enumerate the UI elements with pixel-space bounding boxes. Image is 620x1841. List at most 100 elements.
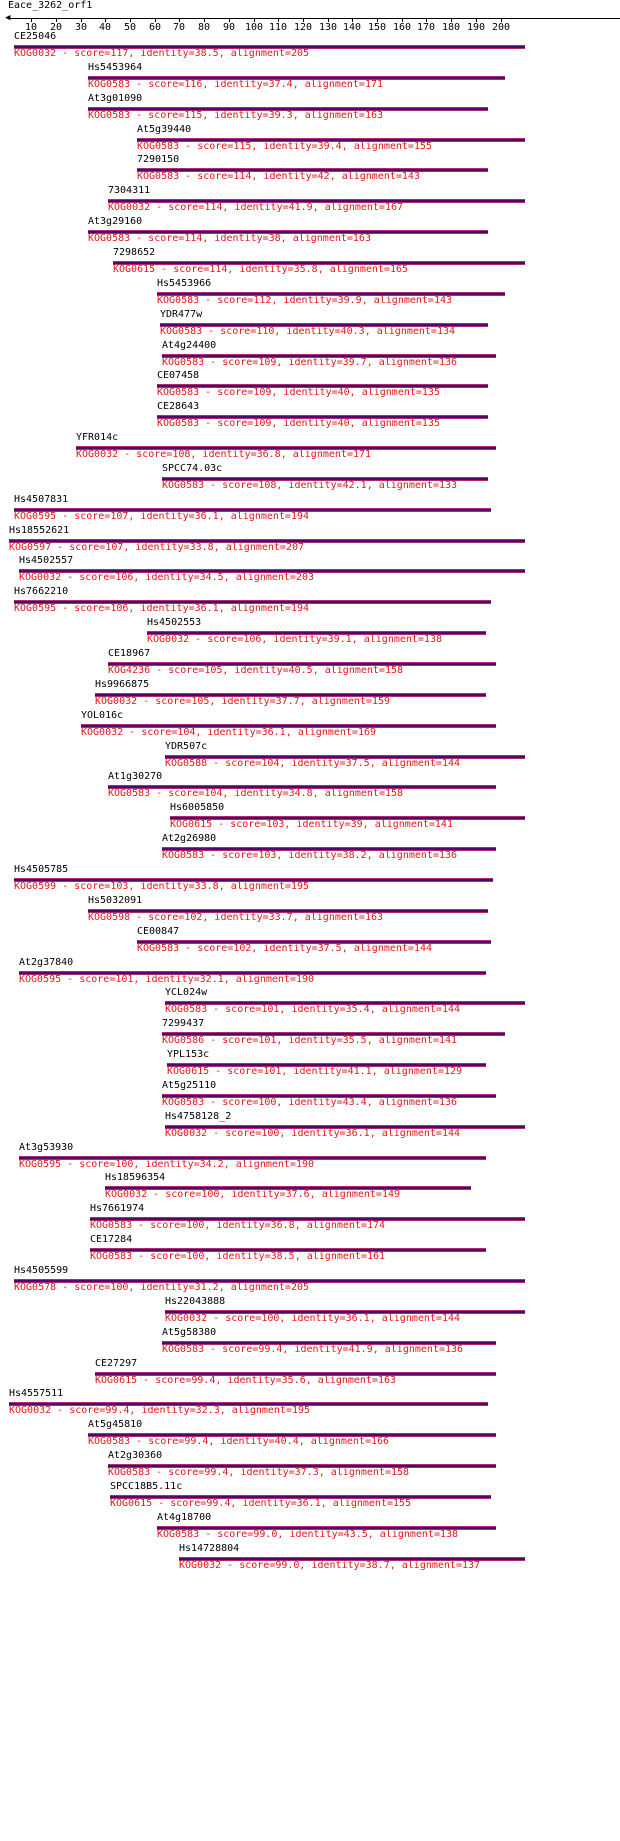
hit-name[interactable]: Hs9966875 — [95, 679, 150, 690]
hit-alignment-bar[interactable] — [76, 446, 496, 450]
hit-name[interactable]: Hs4502557 — [19, 555, 74, 566]
hit-alignment-bar[interactable] — [110, 1495, 491, 1499]
hit-description[interactable]: KOG0598 - score=102, identity=33.7, alig… — [88, 912, 384, 923]
hit-name[interactable]: At4g18700 — [157, 1512, 212, 1523]
hit-alignment-bar[interactable] — [95, 693, 486, 697]
hit-description[interactable]: KOG0032 - score=114, identity=41.9, alig… — [108, 202, 404, 213]
hit-name[interactable]: Hs5453964 — [88, 62, 143, 73]
hit-description[interactable]: KOG0595 - score=106, identity=36.1, alig… — [14, 603, 310, 614]
hit-description[interactable]: KOG0032 - score=108, identity=36.8, alig… — [76, 449, 372, 460]
hit-alignment-bar[interactable] — [157, 292, 505, 296]
hit-alignment-bar[interactable] — [137, 940, 491, 944]
hit-alignment-bar[interactable] — [157, 384, 488, 388]
hit-description[interactable]: KOG0583 - score=108, identity=42.1, alig… — [162, 480, 458, 491]
hit-description[interactable]: KOG0583 - score=100, identity=43.4, alig… — [162, 1097, 458, 1108]
hit-alignment-bar[interactable] — [162, 354, 496, 358]
hit-alignment-bar[interactable] — [14, 878, 493, 882]
hit-description[interactable]: KOG0032 - score=99.4, identity=32.3, ali… — [9, 1405, 311, 1416]
hit-description[interactable]: KOG0032 - score=117, identity=38.5, alig… — [14, 48, 310, 59]
hit-name[interactable]: CE18967 — [108, 648, 151, 659]
hit-name[interactable]: Hs4758128_2 — [165, 1111, 232, 1122]
hit-alignment-bar[interactable] — [81, 724, 496, 728]
hit-name[interactable]: At5g58380 — [162, 1327, 217, 1338]
hit-name[interactable]: Hs5453966 — [157, 278, 212, 289]
hit-name[interactable]: 7304311 — [108, 185, 151, 196]
hit-description[interactable]: KOG0032 - score=100, identity=37.6, alig… — [105, 1189, 401, 1200]
hit-description[interactable]: KOG0032 - score=105, identity=37.7, alig… — [95, 696, 391, 707]
hit-description[interactable]: KOG0615 - score=103, identity=39, alignm… — [170, 819, 453, 830]
hit-description[interactable]: KOG0615 - score=114, identity=35.8, alig… — [113, 264, 409, 275]
hit-alignment-bar[interactable] — [179, 1557, 525, 1561]
hit-alignment-bar[interactable] — [162, 1094, 496, 1098]
hit-name[interactable]: YPL153c — [167, 1049, 210, 1060]
hit-description[interactable]: KOG0583 - score=99.4, identity=41.9, ali… — [162, 1344, 464, 1355]
hit-name[interactable]: SPCC18B5.11c — [110, 1481, 183, 1492]
hit-description[interactable]: KOG0032 - score=106, identity=34.5, alig… — [19, 572, 315, 583]
hit-description[interactable]: KOG0595 - score=101, identity=32.1, alig… — [19, 974, 315, 985]
hit-name[interactable]: 7299437 — [162, 1018, 205, 1029]
hit-alignment-bar[interactable] — [9, 1402, 488, 1406]
hit-description[interactable]: KOG0583 - score=100, identity=38.5, alig… — [90, 1251, 386, 1262]
hit-description[interactable]: KOG0583 - score=109, identity=39.7, alig… — [162, 357, 458, 368]
hit-description[interactable]: KOG0586 - score=101, identity=35.5, alig… — [162, 1035, 458, 1046]
hit-alignment-bar[interactable] — [157, 415, 488, 419]
hit-alignment-bar[interactable] — [19, 1156, 486, 1160]
hit-description[interactable]: KOG0583 - score=116, identity=37.4, alig… — [88, 79, 384, 90]
hit-name[interactable]: CE25046 — [14, 31, 57, 42]
hit-name[interactable]: At4g24400 — [162, 340, 217, 351]
hit-name[interactable]: CE28643 — [157, 401, 200, 412]
hit-description[interactable]: KOG0588 - score=104, identity=37.5, alig… — [165, 758, 461, 769]
hit-name[interactable]: Hs7662210 — [14, 586, 69, 597]
hit-name[interactable]: At5g39440 — [137, 124, 192, 135]
hit-alignment-bar[interactable] — [108, 785, 496, 789]
hit-description[interactable]: KOG0615 - score=99.4, identity=35.6, ali… — [95, 1375, 397, 1386]
hit-description[interactable]: KOG4236 - score=105, identity=40.5, alig… — [108, 665, 404, 676]
hit-alignment-bar[interactable] — [14, 508, 491, 512]
hit-alignment-bar[interactable] — [162, 1341, 496, 1345]
hit-description[interactable]: KOG0583 - score=104, identity=34.8, alig… — [108, 788, 404, 799]
hit-alignment-bar[interactable] — [19, 971, 486, 975]
hit-description[interactable]: KOG0583 - score=115, identity=39.4, alig… — [137, 141, 433, 152]
hit-alignment-bar[interactable] — [88, 76, 505, 80]
hit-alignment-bar[interactable] — [14, 1279, 525, 1283]
hit-alignment-bar[interactable] — [165, 1001, 525, 1005]
hit-alignment-bar[interactable] — [88, 909, 488, 913]
hit-alignment-bar[interactable] — [90, 1248, 486, 1252]
hit-description[interactable]: KOG0032 - score=106, identity=39.1, alig… — [147, 634, 443, 645]
hit-name[interactable]: At2g30360 — [108, 1450, 163, 1461]
hit-name[interactable]: Hs4502553 — [147, 617, 202, 628]
hit-name[interactable]: At3g53930 — [19, 1142, 74, 1153]
hit-name[interactable]: CE17284 — [90, 1234, 133, 1245]
hit-name[interactable]: Hs18596354 — [105, 1172, 166, 1183]
hit-alignment-bar[interactable] — [162, 847, 496, 851]
hit-alignment-bar[interactable] — [167, 1063, 486, 1067]
hit-name[interactable]: At5g25110 — [162, 1080, 217, 1091]
hit-alignment-bar[interactable] — [165, 755, 525, 759]
hit-description[interactable]: KOG0583 - score=114, identity=38, alignm… — [88, 233, 371, 244]
hit-description[interactable]: KOG0578 - score=100, identity=31.2, alig… — [14, 1282, 310, 1293]
hit-name[interactable]: CE27297 — [95, 1358, 138, 1369]
hit-alignment-bar[interactable] — [113, 261, 525, 265]
hit-name[interactable]: Hs6005850 — [170, 802, 225, 813]
hit-alignment-bar[interactable] — [95, 1372, 496, 1376]
hit-alignment-bar[interactable] — [14, 600, 491, 604]
hit-description[interactable]: KOG0583 - score=100, identity=36.8, alig… — [90, 1220, 386, 1231]
hit-alignment-bar[interactable] — [90, 1217, 525, 1221]
hit-name[interactable]: YDR477w — [160, 309, 203, 320]
hit-name[interactable]: Hs22043888 — [165, 1296, 226, 1307]
hit-description[interactable]: KOG0615 - score=99.4, identity=36.1, ali… — [110, 1498, 412, 1509]
hit-name[interactable]: YOL016c — [81, 710, 124, 721]
hit-alignment-bar[interactable] — [162, 1032, 505, 1036]
hit-alignment-bar[interactable] — [108, 1464, 496, 1468]
hit-name[interactable]: Hs7661974 — [90, 1203, 145, 1214]
hit-alignment-bar[interactable] — [88, 230, 488, 234]
hit-name[interactable]: Hs4505599 — [14, 1265, 69, 1276]
hit-name[interactable]: At2g26980 — [162, 833, 217, 844]
hit-name[interactable]: YFR014c — [76, 432, 119, 443]
hit-description[interactable]: KOG0583 - score=112, identity=39.9, alig… — [157, 295, 453, 306]
hit-alignment-bar[interactable] — [108, 662, 496, 666]
hit-name[interactable]: At2g37840 — [19, 957, 74, 968]
hit-description[interactable]: KOG0583 - score=102, identity=37.5, alig… — [137, 943, 433, 954]
hit-description[interactable]: KOG0032 - score=99.0, identity=38.7, ali… — [179, 1560, 481, 1571]
hit-name[interactable]: Hs4507831 — [14, 494, 69, 505]
